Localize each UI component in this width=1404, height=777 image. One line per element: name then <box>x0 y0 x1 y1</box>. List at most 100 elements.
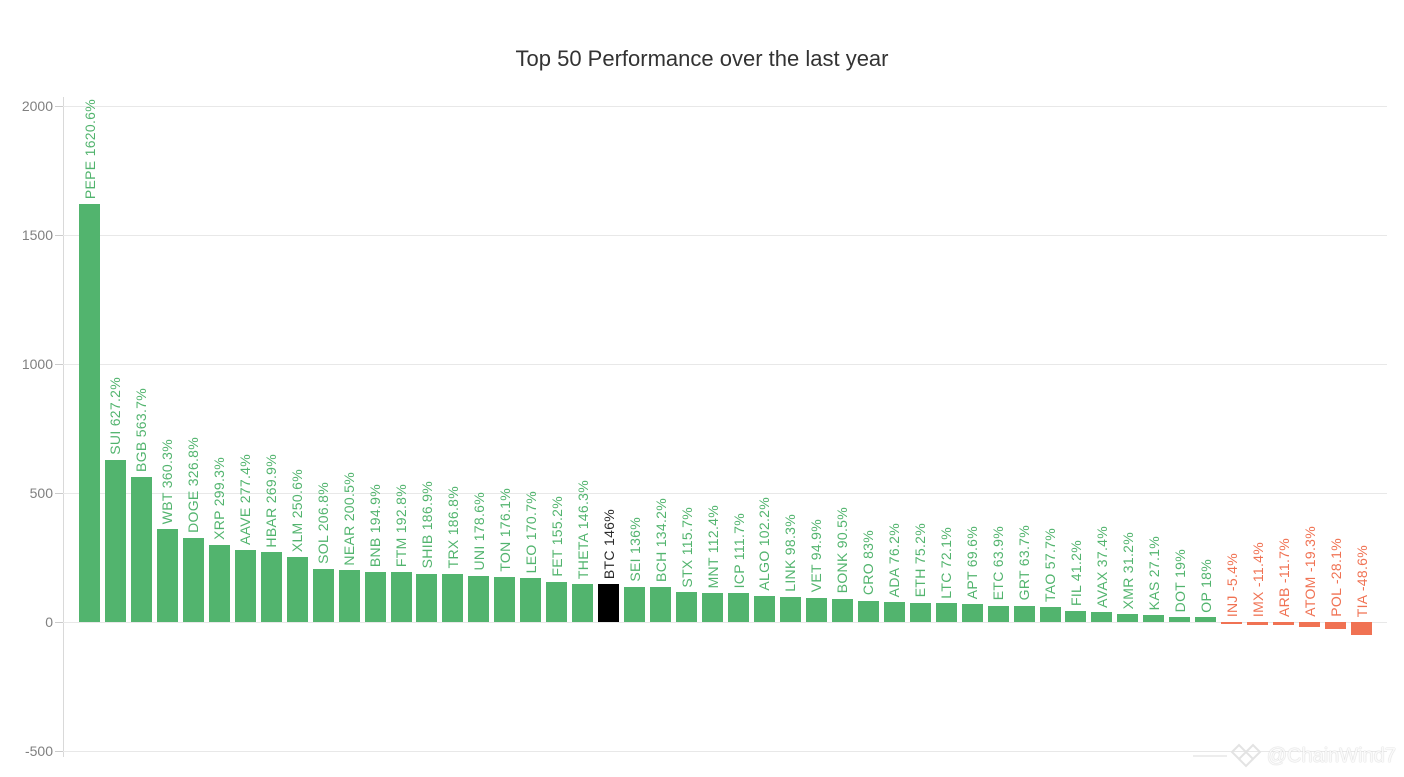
bar-value-label-tia: TIA -48.6% <box>1353 544 1370 617</box>
bar-ada <box>883 602 905 622</box>
bar-bonk <box>831 598 853 622</box>
y-axis-tick-label: 2000 <box>21 98 53 114</box>
bar-atom <box>1299 622 1321 627</box>
bar-eth <box>909 602 931 622</box>
bar-value-label-apt: APT 69.6% <box>964 525 981 600</box>
bar-value-label-doge: DOGE 326.8% <box>185 436 202 533</box>
bar-value-label-theta: THETA 146.3% <box>574 480 591 580</box>
bar-value-label-hbar: HBAR 269.9% <box>263 453 280 548</box>
bar-value-label-near: NEAR 200.5% <box>341 471 358 566</box>
bar-labels-layer: PEPE 1620.6% SUI 627.2% BGB 563.7% WBT 360.… <box>0 97 1404 777</box>
bar-kas <box>1143 615 1165 622</box>
bar-value-label-tao: TAO 57.7% <box>1042 528 1059 603</box>
bar-value-label-sei: SEI 136% <box>626 517 643 582</box>
gridline <box>63 235 1387 236</box>
bar-value-label-btc: BTC 146% <box>600 509 617 580</box>
diamond-logo-icon <box>1229 743 1263 769</box>
bar-value-label-fil: FIL 41.2% <box>1067 540 1084 607</box>
bar-link <box>779 596 801 622</box>
bar-value-label-icp: ICP 111.7% <box>730 512 747 589</box>
bar-theta <box>572 584 594 622</box>
bar-stx <box>676 592 698 622</box>
bar-uni <box>468 575 490 622</box>
bar-value-label-eth: ETH 75.2% <box>912 523 929 598</box>
bar-value-label-leo: LEO 170.7% <box>522 490 539 573</box>
chart-title: Top 50 Performance over the last year <box>515 46 889 71</box>
bar-value-label-dot: DOT 19% <box>1171 548 1188 613</box>
bar-imx <box>1247 622 1269 625</box>
bar-value-label-xlm: XLM 250.6% <box>289 469 306 553</box>
bar-value-label-wbt: WBT 360.3% <box>159 438 176 525</box>
gridline <box>63 364 1387 365</box>
bar-value-label-bch: BCH 134.2% <box>652 498 669 583</box>
bar-near <box>338 570 360 622</box>
gridline <box>63 751 1387 752</box>
bar-value-label-grt: GRT 63.7% <box>1016 525 1033 601</box>
bar-apt <box>961 604 983 622</box>
bar-etc <box>987 605 1009 622</box>
bar-value-label-trx: TRX 186.8% <box>444 486 461 569</box>
bar-tao <box>1039 607 1061 622</box>
bar-value-label-avax: AVAX 37.4% <box>1093 525 1110 608</box>
bar-tia <box>1351 622 1373 635</box>
bar-value-label-vet: VET 94.9% <box>808 519 825 593</box>
bar-value-label-op: OP 18% <box>1197 558 1214 613</box>
y-axis-tick <box>55 622 63 623</box>
bar-value-label-bonk: BONK 90.5% <box>834 507 851 594</box>
bar-avax <box>1091 612 1113 622</box>
y-axis-tick-label: -500 <box>24 743 53 759</box>
y-axis-tick-label: 1000 <box>21 356 53 372</box>
bar-value-label-kas: KAS 27.1% <box>1145 535 1162 611</box>
bar-bnb <box>364 571 386 622</box>
bar-icp <box>728 593 749 622</box>
bar-value-label-shib: SHIB 186.9% <box>418 481 435 569</box>
bar-fil <box>1065 611 1087 622</box>
bar-bch <box>650 587 672 622</box>
bar-value-label-bgb: BGB 563.7% <box>133 387 150 472</box>
bar-ltc <box>935 603 957 622</box>
gridline <box>63 622 1387 623</box>
bar-bgb <box>130 476 152 622</box>
bar-value-label-inj: INJ -5.4% <box>1223 552 1240 617</box>
bar-value-label-sol: SOL 206.8% <box>315 481 332 564</box>
bar-ton <box>494 576 516 622</box>
bar-value-label-atom: ATOM -19.3% <box>1301 526 1318 617</box>
bar-mnt <box>702 593 724 622</box>
bar-value-label-bnb: BNB 194.9% <box>367 483 384 567</box>
bar-shib <box>416 573 438 622</box>
bar-value-label-ton: TON 176.1% <box>496 487 513 572</box>
bar-xmr <box>1117 613 1139 622</box>
y-axis-tick-label: 0 <box>45 614 53 630</box>
bar-leo <box>520 577 542 622</box>
bar-value-label-ada: ADA 76.2% <box>886 523 903 598</box>
bar-value-label-pol: POL -28.1% <box>1327 538 1344 617</box>
bar-doge <box>182 537 204 622</box>
bar-arb <box>1273 622 1295 626</box>
y-axis-tick-label: 1500 <box>21 227 53 243</box>
bar-value-label-fet: FET 155.2% <box>548 496 565 577</box>
bar-value-label-ltc: LTC 72.1% <box>938 526 955 599</box>
y-axis-tick <box>55 751 63 752</box>
bar-pepe <box>79 203 100 622</box>
bar-ftm <box>390 572 412 622</box>
y-axis-line <box>63 97 64 757</box>
bar-btc <box>598 584 620 622</box>
bar-value-label-pepe: PEPE 1620.6% <box>81 98 98 199</box>
y-axis-tick <box>55 235 63 236</box>
bar-value-label-ftm: FTM 192.8% <box>393 484 410 568</box>
bar-vet <box>805 597 827 622</box>
bar-value-label-xmr: XMR 31.2% <box>1119 531 1136 609</box>
y-axis-tick <box>55 106 63 107</box>
bar-xlm <box>286 557 308 622</box>
bar-value-label-uni: UNI 178.6% <box>470 492 487 571</box>
y-axis-tick <box>55 493 63 494</box>
bar-value-label-sui: SUI 627.2% <box>107 377 124 456</box>
bar-value-label-aave: AAVE 277.4% <box>237 454 254 546</box>
bar-value-label-xrp: XRP 299.3% <box>211 456 228 540</box>
bar-op <box>1195 617 1217 622</box>
bar-value-label-mnt: MNT 112.4% <box>704 504 721 589</box>
bar-value-label-arb: ARB -11.7% <box>1275 538 1292 617</box>
watermark: @ChainWind7 <box>1192 743 1396 769</box>
bar-value-label-etc: ETC 63.9% <box>990 526 1007 601</box>
bar-xrp <box>208 544 230 622</box>
